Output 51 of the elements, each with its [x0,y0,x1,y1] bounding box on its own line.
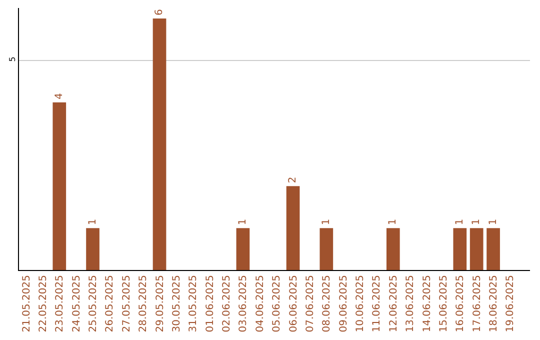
data-label: 4 [54,92,65,100]
x-tick-label: 05.06.2025 [272,275,283,332]
x-tick-label: 12.06.2025 [388,275,400,332]
bar [470,228,484,270]
bar [152,18,166,270]
data-label: 2 [288,176,299,184]
x-tick-label: 17.06.2025 [472,275,483,332]
x-tick-label: 15.06.2025 [438,275,450,332]
bar [320,228,334,270]
x-tick-label: 16.06.2025 [455,275,466,332]
x-tick-label: 31.05.2025 [188,275,200,332]
bar [286,186,300,270]
bar [236,228,250,270]
x-tick-label: 10.06.2025 [355,275,366,332]
x-tick-label: 28.05.2025 [138,275,150,332]
x-tick-label: 21.05.2025 [21,275,32,332]
x-tick-label: 11.06.2025 [372,275,383,332]
data-label: 6 [154,9,166,16]
data-label: 1 [237,218,248,226]
x-tick-label: 01.06.2025 [204,275,216,332]
bar [453,228,467,270]
data-label: 1 [454,218,466,226]
x-tick-label: 25.05.2025 [88,275,100,332]
x-tick-label: 26.05.2025 [104,275,116,332]
y-tick-label: 5 [8,56,17,62]
x-tick-label: 30.05.2025 [171,275,182,332]
x-tick-label: 06.06.2025 [288,275,300,332]
x-tick-label: 19.06.2025 [505,275,516,332]
bar [386,228,400,270]
x-tick-label: 03.06.2025 [238,275,250,332]
data-label: 1 [471,218,482,226]
x-tick-label: 18.06.2025 [488,275,500,332]
x-tick-label: 22.05.2025 [38,275,49,332]
x-tick-label: 23.05.2025 [54,275,66,332]
x-tick-label: 27.05.2025 [121,275,132,332]
bar [52,102,66,270]
x-tick-label: 13.06.2025 [405,275,416,332]
x-tick-label: 09.06.2025 [338,275,350,332]
x-tick-label: 29.05.2025 [154,275,166,332]
bar [486,228,500,270]
x-tick-label: 24.05.2025 [71,275,82,332]
x-tick-label: 04.06.2025 [254,275,266,332]
x-tick-label: 14.06.2025 [422,275,433,332]
data-label: 1 [87,218,98,226]
x-tick-label: 07.06.2025 [304,275,316,332]
x-tick-label: 02.06.2025 [222,275,233,332]
data-label: 1 [388,218,399,226]
x-tick-label: 08.06.2025 [322,275,333,332]
data-label: 1 [488,218,499,226]
bar [86,228,100,270]
data-label: 1 [320,218,332,226]
